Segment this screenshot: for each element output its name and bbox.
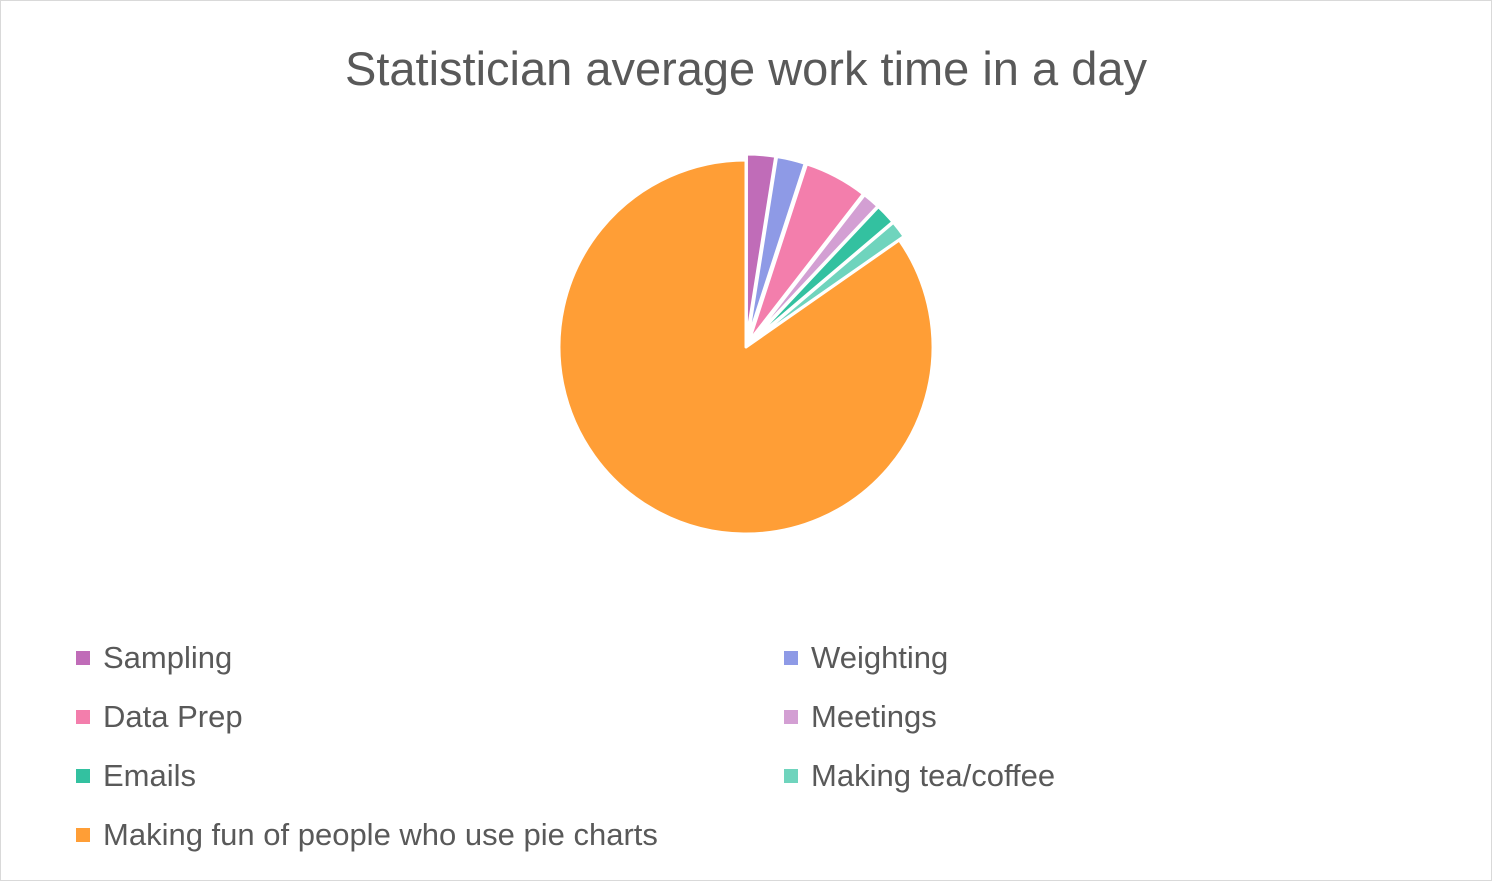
pie-slice-making-fun-of-people-who-use-pie-charts bbox=[557, 158, 935, 536]
legend-swatch bbox=[76, 651, 90, 665]
pie-slice-weighting bbox=[745, 154, 807, 343]
legend-swatch bbox=[76, 710, 90, 724]
legend-label: Emails bbox=[103, 758, 197, 793]
legend-label: Sampling bbox=[103, 640, 233, 675]
legend-item-meetings: Meetings bbox=[784, 692, 937, 742]
legend-label: Making tea/coffee bbox=[811, 758, 1056, 793]
legend-label: Weighting bbox=[811, 640, 949, 675]
legend-swatch bbox=[76, 769, 90, 783]
legend-label: Meetings bbox=[811, 699, 937, 734]
chart-legend: Sampling Weighting Data Prep Meetings Emails… bbox=[76, 633, 1376, 873]
legend-item-making-tea-coffee: Making tea/coffee bbox=[784, 751, 1055, 801]
pie-slice-making-tea-coffee bbox=[749, 220, 906, 345]
chart-title: Statistician average work time in a day bbox=[345, 42, 1147, 95]
legend-item-data-prep: Data Prep bbox=[76, 692, 243, 742]
legend-swatch bbox=[784, 651, 798, 665]
legend-item-sampling: Sampling bbox=[76, 633, 232, 683]
legend-label: Data Prep bbox=[103, 699, 243, 734]
legend-item-weighting: Weighting bbox=[784, 633, 948, 683]
legend-swatch bbox=[784, 710, 798, 724]
legend-swatch bbox=[76, 828, 90, 842]
legend-label: Making fun of people who use pie charts bbox=[103, 817, 658, 852]
legend-item-emails: Emails bbox=[76, 751, 196, 801]
legend-item-making-fun-of-people-who-use-pie-charts: Making fun of people who use pie charts bbox=[76, 810, 658, 860]
legend-swatch bbox=[784, 769, 798, 783]
